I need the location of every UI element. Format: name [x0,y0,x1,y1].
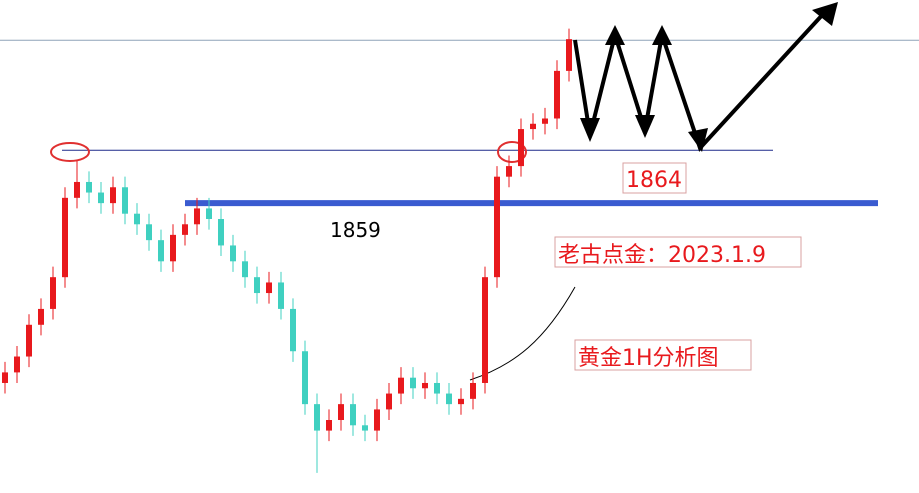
candle-body [110,187,116,204]
candle-body [62,197,68,278]
level-label: 1859 [330,218,381,242]
candle-body [542,118,548,124]
candle-body [494,176,500,278]
arrow-heads [580,2,838,152]
level-label: 1864 [626,168,682,193]
candle-body [506,166,512,177]
candle-body [86,181,92,193]
candle-body [194,208,200,225]
candle-body [98,192,104,204]
candle-body [26,324,32,357]
candle-body [206,208,212,219]
candle-body [218,218,224,246]
label-box [622,162,687,194]
candle-body [38,308,44,325]
candle-body [326,420,332,431]
candle-body [422,382,428,389]
candle-body [554,70,560,119]
highlight-circle [497,141,527,163]
candle-body [182,224,188,235]
candle-body [74,181,80,198]
candle-body [266,282,272,294]
candle-body [278,282,284,309]
candle-body [302,351,308,405]
candle-body [254,277,260,294]
candle-body [374,409,380,431]
candle-body [2,372,8,383]
candle-body [434,382,440,394]
author-date: 老古点金：2023.1.9 [558,243,766,268]
candle-body [170,234,176,262]
candle-body [314,404,320,431]
candle-body [446,393,452,405]
label-box [554,236,802,268]
candle-body [290,308,296,352]
label-box [574,339,752,371]
candle-body [146,224,152,241]
candle-body [362,425,368,431]
candle-body [566,39,572,71]
candle-body [386,393,392,410]
candle-body [14,356,20,373]
candle-body [518,129,524,167]
candle-body [50,277,56,309]
candle-body [482,277,488,383]
candle-body [398,377,404,394]
candle-body [350,404,356,426]
candle-body [530,123,536,130]
candle-body [242,261,248,278]
candle-body [458,398,464,405]
candle-body [410,377,416,389]
candle-body [122,187,128,214]
chart-caption: 黄金1H分析图 [578,346,719,371]
candle-body [470,382,476,399]
candle-body [230,245,236,262]
highlight-circle [50,142,90,162]
candle-body [338,404,344,421]
candle-body [158,240,164,262]
candle-body [134,213,140,225]
